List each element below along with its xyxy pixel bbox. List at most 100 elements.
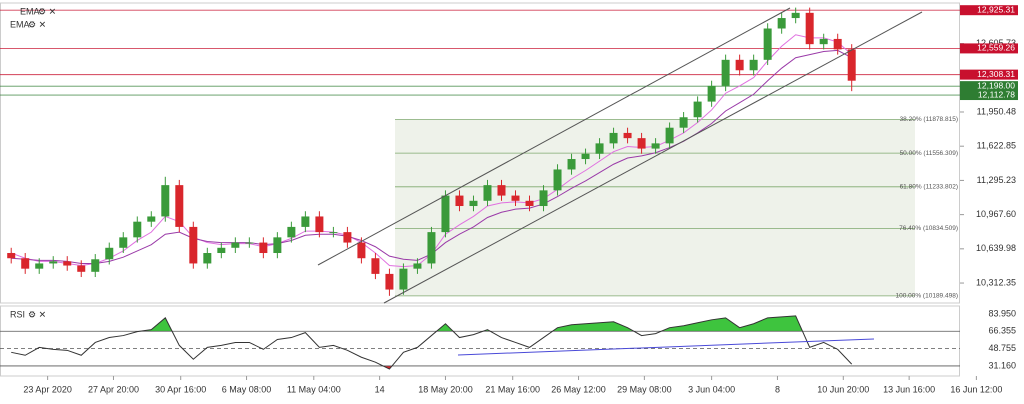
- candle-body: [413, 263, 422, 269]
- candle-body: [91, 259, 100, 272]
- x-tick-label: 13 Jun 16:00: [883, 384, 935, 394]
- candle-body: [525, 200, 534, 207]
- price-level-label: 12,559.26: [977, 43, 1015, 53]
- candle-body: [301, 216, 310, 227]
- price-level-tag: [960, 69, 1018, 80]
- candle-body: [77, 265, 86, 272]
- rsi-line: [11, 315, 853, 370]
- candle-body: [511, 195, 520, 201]
- candle-body: [119, 237, 128, 248]
- fib-label: 100.00% (10189.498): [895, 293, 958, 300]
- candle-body: [357, 242, 366, 259]
- rsi-panel: [0, 305, 960, 377]
- candle-body: [623, 132, 632, 139]
- fib-label: 61.80% (11233.802): [900, 184, 958, 191]
- candle-body: [483, 185, 492, 201]
- y-tick-label: 10,639.98: [976, 243, 1016, 253]
- price-level-label: 12,198.00: [977, 80, 1015, 90]
- indicator-label: EMA: [20, 6, 40, 16]
- x-tick-label: 8: [775, 384, 780, 394]
- candle-body: [49, 261, 58, 264]
- candle-body: [259, 242, 268, 254]
- price-level-tag: [960, 5, 1018, 16]
- fib-area: [395, 119, 915, 296]
- candle-body: [805, 12, 814, 45]
- channel-upper: [317, 7, 791, 266]
- candle-body: [497, 185, 506, 196]
- candle-body: [427, 232, 436, 264]
- y-tick-label: 12,605.73: [976, 38, 1016, 48]
- candle-body: [651, 143, 660, 149]
- candle-body: [637, 138, 646, 149]
- y-tick-label: 11,950.48: [977, 106, 1016, 116]
- fib-label: 50.00% (11556.309): [900, 150, 958, 157]
- candle-body: [273, 237, 282, 254]
- indicator-label: EMA: [10, 19, 30, 29]
- candle-body: [833, 38, 842, 50]
- x-tick-label: 29 May 08:00: [617, 384, 672, 394]
- y-tick-label: 11,295.23: [977, 175, 1016, 185]
- candle-body: [441, 195, 450, 233]
- x-tick-label: 27 Apr 20:00: [88, 384, 139, 394]
- candle-body: [189, 226, 198, 264]
- channel-lower: [383, 11, 923, 304]
- candle-body: [693, 101, 702, 118]
- candle-body: [217, 247, 226, 254]
- y-tick-label: 11,622.85: [977, 141, 1016, 151]
- candle-body: [455, 195, 464, 207]
- y-tick-label: 83.950: [988, 308, 1016, 318]
- candle-body: [609, 132, 618, 144]
- indicator-icons[interactable]: ⚙ ✕: [28, 19, 46, 29]
- candle-body: [385, 273, 394, 290]
- indicator-icons[interactable]: ⚙ ✕: [28, 309, 46, 319]
- candle-body: [35, 263, 44, 269]
- price-level-label: 12,308.31: [977, 69, 1015, 79]
- y-tick-label: 48.755: [988, 343, 1016, 353]
- x-tick-label: 23 Apr 2020: [23, 384, 72, 394]
- x-tick-label: 21 May 16:00: [485, 384, 540, 394]
- fib-label: 38.20% (11878.815): [900, 116, 958, 123]
- candle-body: [105, 247, 114, 260]
- candle-body: [791, 12, 800, 19]
- x-tick-label: 26 May 12:00: [551, 384, 606, 394]
- candle-body: [777, 18, 786, 29]
- candle-body: [553, 169, 562, 191]
- candle-body: [763, 28, 772, 60]
- x-tick-label: 16 Jun 12:00: [950, 384, 1002, 394]
- x-tick-label: 18 May 20:00: [418, 384, 473, 394]
- candle-body: [721, 59, 730, 86]
- candle-body: [665, 127, 674, 144]
- candle-body: [581, 153, 590, 160]
- candle-body: [735, 59, 744, 71]
- candle-body: [245, 242, 254, 244]
- x-tick-label: 3 Jun 04:00: [688, 384, 735, 394]
- candle-body: [7, 253, 16, 259]
- x-tick-label: 10 Jun 20:00: [817, 384, 869, 394]
- indicator-icons[interactable]: ⚙ ✕: [38, 6, 56, 16]
- x-tick-label: 30 Apr 16:00: [155, 384, 206, 394]
- candle-body: [287, 226, 296, 238]
- candle-body: [161, 185, 170, 217]
- y-tick-label: 31.160: [988, 360, 1016, 370]
- price-level-tag: [960, 90, 1018, 101]
- candle-body: [595, 143, 604, 154]
- indicator-label: RSI: [10, 309, 25, 319]
- price-level-label: 12,925.31: [977, 4, 1015, 14]
- candle-body: [749, 59, 758, 71]
- candle-body: [175, 185, 184, 227]
- candle-body: [63, 261, 72, 266]
- candle-body: [147, 216, 156, 222]
- y-tick-label: 10,312.35: [976, 277, 1016, 287]
- rsi-trendline: [457, 338, 875, 356]
- candle-body: [231, 242, 240, 248]
- x-tick-label: 11 May 04:00: [287, 384, 341, 394]
- candle-body: [567, 159, 576, 170]
- price-level-tag: [960, 43, 1018, 54]
- candle-body: [315, 216, 324, 233]
- candle-body: [469, 200, 478, 207]
- rsi-overbought-fill: [11, 315, 852, 332]
- candle-body: [679, 117, 688, 128]
- candle-body: [707, 85, 716, 102]
- x-tick-label: 14: [375, 384, 385, 394]
